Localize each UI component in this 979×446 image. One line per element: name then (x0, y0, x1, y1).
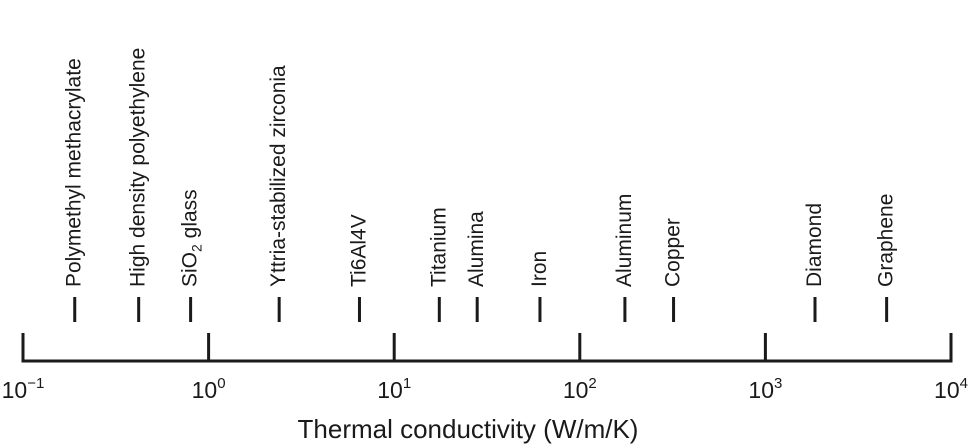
material-label-6: Alumina (465, 211, 488, 287)
x-tick-label-3: 102 (563, 375, 597, 403)
material-label-9: Copper (662, 218, 685, 287)
material-label-11: Graphene (875, 194, 898, 287)
material-label-3: Yttria-stabilized zirconia (267, 65, 290, 287)
x-tick-label-5: 104 (934, 375, 968, 403)
x-tick-label-2: 101 (377, 375, 411, 403)
material-label-4: Ti6Al4V (347, 214, 370, 287)
x-axis-title: Thermal conductivity (W/m/K) (298, 414, 639, 444)
material-labels: Polymethyl methacrylate High density poly… (63, 48, 898, 287)
material-label-10: Diamond (803, 203, 826, 287)
x-axis-ticks (21, 333, 953, 363)
material-markers (73, 297, 889, 322)
x-tick-label-0: 10−1 (2, 375, 45, 403)
material-label-8: Aluminum (613, 194, 636, 287)
material-label-2: SiO2 glass (179, 189, 205, 287)
material-label-0: Polymethyl methacrylate (63, 58, 86, 287)
material-label-7: Iron (528, 251, 551, 287)
x-tick-label-1: 100 (192, 375, 226, 403)
material-label-1: High density polyethylene (127, 48, 150, 287)
material-label-5: Titanium (427, 207, 450, 287)
x-tick-label-4: 103 (748, 375, 782, 403)
x-axis-tick-labels: 10−1 100 101 102 103 104 (2, 375, 968, 403)
